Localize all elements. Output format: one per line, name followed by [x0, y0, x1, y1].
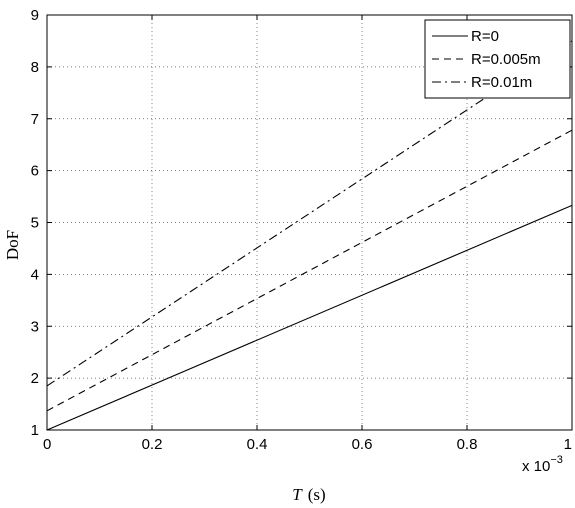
tick-labels: 0 0.2 0.4 0.6 0.8 1 1 2 3 4 5 6 7 8 9 — [31, 7, 572, 453]
y-tick-label: 7 — [31, 111, 39, 128]
x-axis-multiplier: x 10−3 — [522, 454, 563, 475]
x-axis-label-unit: (s) — [308, 485, 326, 504]
y-tick-label: 9 — [31, 7, 39, 24]
x-tick-label: 0.2 — [142, 436, 163, 453]
y-tick-label: 5 — [31, 215, 39, 232]
legend-label-0: R=0 — [471, 28, 499, 45]
x-axis-label: T (s) — [292, 485, 325, 504]
x-multiplier-exponent: −3 — [550, 454, 563, 466]
x-axis-label-var: T — [292, 485, 303, 504]
y-tick-label: 8 — [31, 59, 39, 76]
y-tick-label: 4 — [31, 266, 39, 283]
x-tick-label: 0 — [43, 436, 51, 453]
y-axis-label: DoF — [3, 230, 22, 260]
y-tick-label: 1 — [31, 422, 39, 439]
y-tick-label: 2 — [31, 370, 39, 387]
x-multiplier-base: x 10 — [522, 458, 550, 475]
series-line-1 — [46, 129, 573, 412]
x-tick-label: 0.8 — [457, 436, 478, 453]
legend: R=0 R=0.005m R=0.01m — [424, 19, 571, 99]
x-tick-label: 0.4 — [247, 436, 268, 453]
legend-label-1: R=0.005m — [471, 51, 541, 68]
series-layer — [46, 40, 573, 431]
y-tick-label: 3 — [31, 318, 39, 335]
y-tick-label: 6 — [31, 163, 39, 180]
legend-label-2: R=0.01m — [471, 74, 532, 91]
x-tick-label: 1 — [564, 436, 572, 453]
series-line-0 — [46, 204, 573, 431]
x-tick-label: 0.6 — [352, 436, 373, 453]
